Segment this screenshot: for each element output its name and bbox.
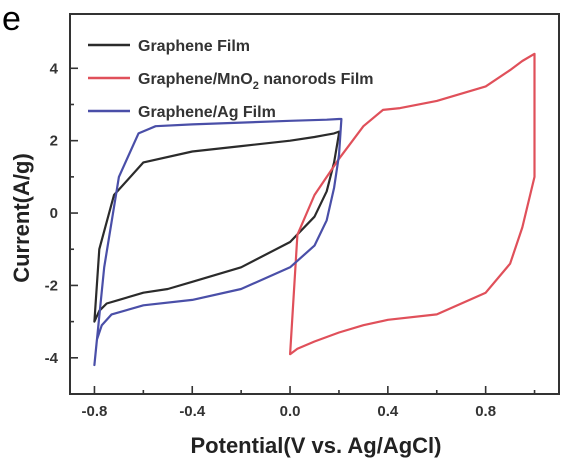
panel-label: e [2, 0, 21, 38]
y-tick-label: 2 [50, 133, 58, 150]
x-tick-label: -0.8 [82, 403, 108, 420]
legend-label-3: Graphene/Ag Film [138, 104, 276, 121]
legend-label-1: Graphene Film [138, 38, 250, 55]
series-line-1 [93, 130, 341, 323]
series-line-3 [93, 117, 343, 367]
y-tick-label: 0 [50, 205, 58, 222]
series-line-2 [289, 52, 536, 356]
x-axis-title: Potential(V vs. Ag/AgCl) [191, 433, 442, 458]
y-tick-label: -4 [45, 350, 59, 367]
legend: Graphene Film Graphene/MnO2 nanorods Film… [88, 38, 373, 121]
series-layer [93, 52, 536, 367]
legend-label-2: Graphene/MnO2 nanorods Film [138, 71, 373, 92]
x-axis: -0.8 -0.4 0.0 0.4 0.8 [82, 386, 536, 420]
y-tick-label: -2 [45, 277, 58, 294]
y-tick-label: 4 [50, 60, 59, 77]
y-axis: -4 -2 0 2 4 [45, 60, 78, 367]
x-tick-label: 0.0 [280, 403, 301, 420]
x-tick-label: 0.8 [475, 403, 496, 420]
y-axis-title: Current(A/g) [9, 153, 34, 283]
plot-frame [69, 13, 560, 395]
plot-area [69, 13, 560, 395]
x-tick-label: -0.4 [179, 403, 206, 420]
x-tick-label: 0.4 [377, 403, 399, 420]
